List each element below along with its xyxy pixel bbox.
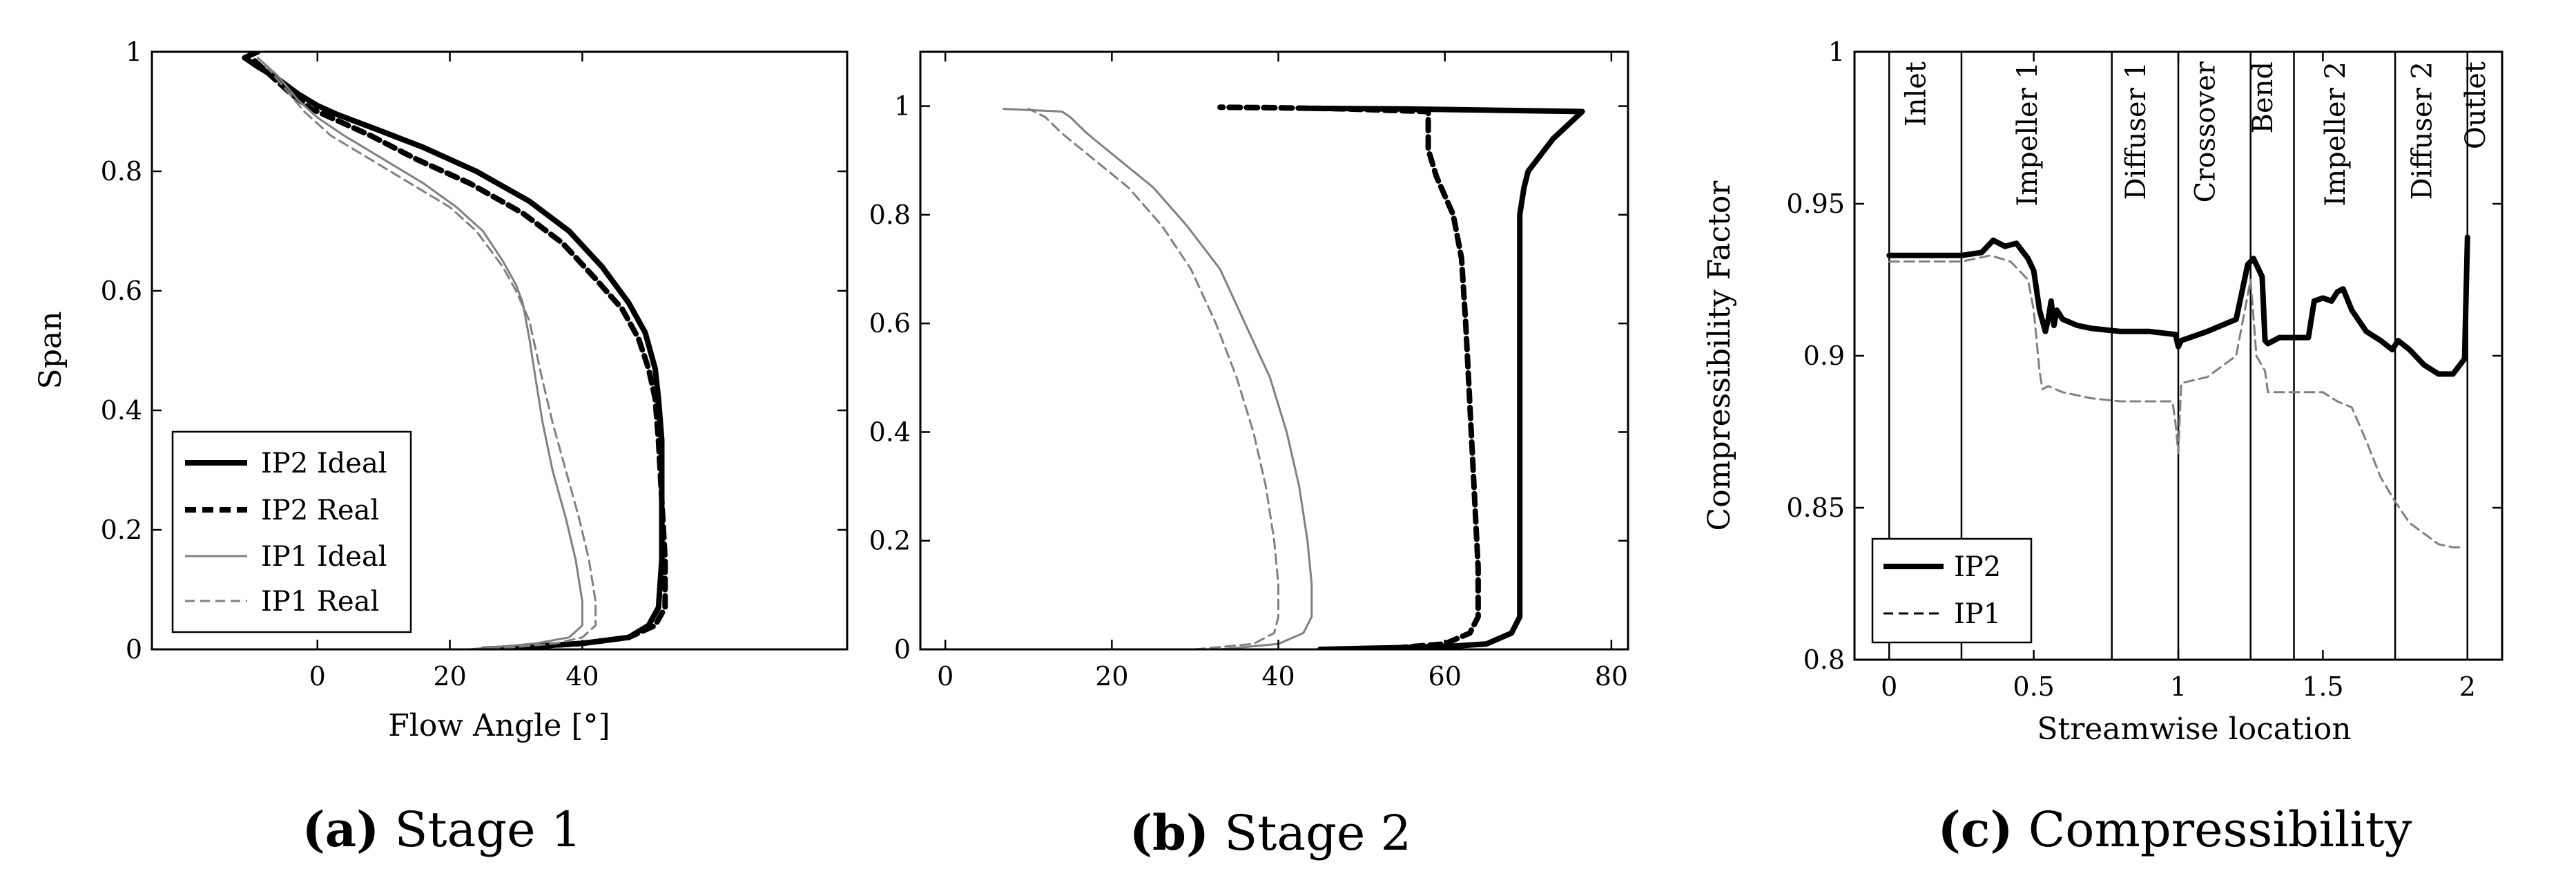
panel-a-caption-text: Stage 1: [395, 801, 582, 858]
panel-a-caption-letter: (a): [302, 801, 380, 858]
panel-b-caption-text: Stage 2: [1224, 805, 1411, 861]
y-tick-label: 0: [894, 634, 911, 665]
y-tick-label: 0.8: [869, 200, 911, 230]
y-tick-label: 1: [1828, 37, 1845, 67]
panel-a-curves: [242, 52, 668, 649]
x-tick-label: 1.5: [2302, 671, 2343, 702]
panel-b-axes-frame: [919, 50, 1629, 651]
panel-c-series-ip2: [1886, 234, 2470, 377]
panel-c-caption-letter: (c): [1938, 801, 2013, 858]
y-tick-label: 0.4: [101, 395, 142, 426]
panel-b-caption-letter: (b): [1130, 804, 1209, 861]
y-tick-label: 0.95: [1786, 189, 1845, 219]
panel-c-caption-text: Compressibility: [2028, 801, 2412, 858]
y-tick-label: 0.4: [869, 417, 911, 447]
panel-c-caption: (c) Compressibility: [1938, 801, 2412, 858]
panel-b-ticks: 0 20 40 60 80 0 0.2 0.4 0.6 0.8 1: [869, 52, 1628, 692]
y-tick-label: 0.8: [1803, 645, 1845, 675]
y-tick-label: 1: [126, 37, 142, 67]
y-tick-label: 1: [894, 91, 911, 122]
region-label: Impeller 1: [2012, 61, 2044, 207]
panel-a-caption: (a) Stage 1: [302, 801, 582, 858]
panel-c-xlabel: Streamwise location: [2037, 712, 2351, 747]
panel-b-curves: [1003, 104, 1585, 649]
legend-label-ip1-real: IP1 Real: [261, 586, 379, 618]
panel-a-series-ip1-real: [263, 62, 597, 649]
region-label: Diffuser 1: [2120, 61, 2152, 200]
panel-c-regions: Inlet Impeller 1 Diffuser 1 Crossover Bend Im…: [1888, 52, 2492, 660]
region-label: Diffuser 2: [2406, 61, 2438, 200]
legend-label-ip2-ideal: IP2 Ideal: [261, 448, 387, 479]
panel-a-axes-frame: [151, 50, 849, 651]
region-label: Outlet: [2460, 61, 2492, 149]
region-label: Crossover: [2189, 61, 2221, 202]
panel-b-series-ip2-real: [1217, 104, 1481, 649]
legend-label-ip2: IP2: [1954, 551, 2001, 583]
y-tick-label: 0.2: [869, 526, 911, 556]
x-tick-label: 0: [937, 661, 953, 692]
panel-a-series-ip1-ideal: [256, 57, 583, 649]
panel-b-plot-area: [1003, 104, 1585, 649]
panel-c-legend: IP2 IP1: [1871, 537, 2033, 644]
panel-b-series-ip1-ideal: [1003, 108, 1313, 649]
panel-b-caption: (b) Stage 2: [1130, 804, 1411, 861]
panel-c-curves: [1886, 234, 2470, 549]
x-tick-label: 60: [1429, 661, 1462, 692]
region-label: Bend: [2247, 61, 2279, 133]
panel-c-ylabel: Compressibility Factor: [1702, 180, 1737, 531]
x-tick-label: 0: [1881, 671, 1897, 702]
y-tick-label: 0.85: [1786, 493, 1845, 523]
x-tick-label: 2: [2459, 671, 2476, 702]
region-label: Impeller 2: [2320, 61, 2352, 207]
y-tick-label: 0: [126, 634, 142, 665]
panel-a-series-ip2-real: [248, 55, 668, 649]
panel-b-series-ip2-ideal: [1308, 105, 1585, 649]
panel-c-ticks: 0 0.5 1 1.5 2 0.8 0.85 0.9 0.95 1: [1786, 37, 2502, 702]
panel-a-series-ip2-ideal: [242, 52, 665, 649]
x-tick-label: 1: [2170, 671, 2187, 702]
panel-c-series-ip1: [1888, 254, 2463, 549]
x-tick-label: 80: [1595, 661, 1628, 692]
y-tick-label: 0.8: [101, 156, 142, 187]
x-tick-label: 0.5: [2013, 671, 2054, 702]
panel-c: Inlet Impeller 1 Diffuser 1 Crossover Bend Im…: [1702, 37, 2504, 858]
x-tick-label: 40: [565, 661, 599, 692]
legend-label-ip1-ideal: IP1 Ideal: [261, 541, 387, 573]
y-tick-label: 0.2: [101, 515, 142, 545]
y-tick-label: 0.6: [869, 308, 911, 338]
x-tick-label: 20: [433, 661, 466, 692]
y-tick-label: 0.6: [101, 276, 142, 306]
panel-b: 0 20 40 60 80 0 0.2 0.4 0.6 0.8 1 (b) Stage 2: [869, 50, 1629, 861]
region-label: Inlet: [1901, 61, 1933, 126]
y-tick-label: 0.9: [1803, 341, 1845, 371]
legend-label-ip2-real: IP2 Real: [261, 495, 379, 526]
panel-a-xlabel: Flow Angle [°]: [388, 708, 610, 743]
panel-a-legend: IP2 Ideal IP2 Real IP1 Ideal IP1 Real: [171, 430, 412, 633]
x-tick-label: 40: [1261, 661, 1295, 692]
panel-a-plot-area: [242, 52, 668, 649]
panel-c-plot-area: [1886, 234, 2470, 549]
panel-b-series-ip1-real: [1027, 108, 1279, 649]
legend-label-ip1: IP1: [1954, 598, 2001, 630]
x-tick-label: 0: [309, 661, 326, 692]
x-tick-label: 20: [1095, 661, 1128, 692]
panel-c-legend-box: [1871, 537, 2033, 644]
panel-a-ylabel: Span: [33, 312, 68, 390]
panel-a-ticks: 0 20 40 0 0.2 0.4 0.6 0.8 1: [101, 37, 847, 692]
